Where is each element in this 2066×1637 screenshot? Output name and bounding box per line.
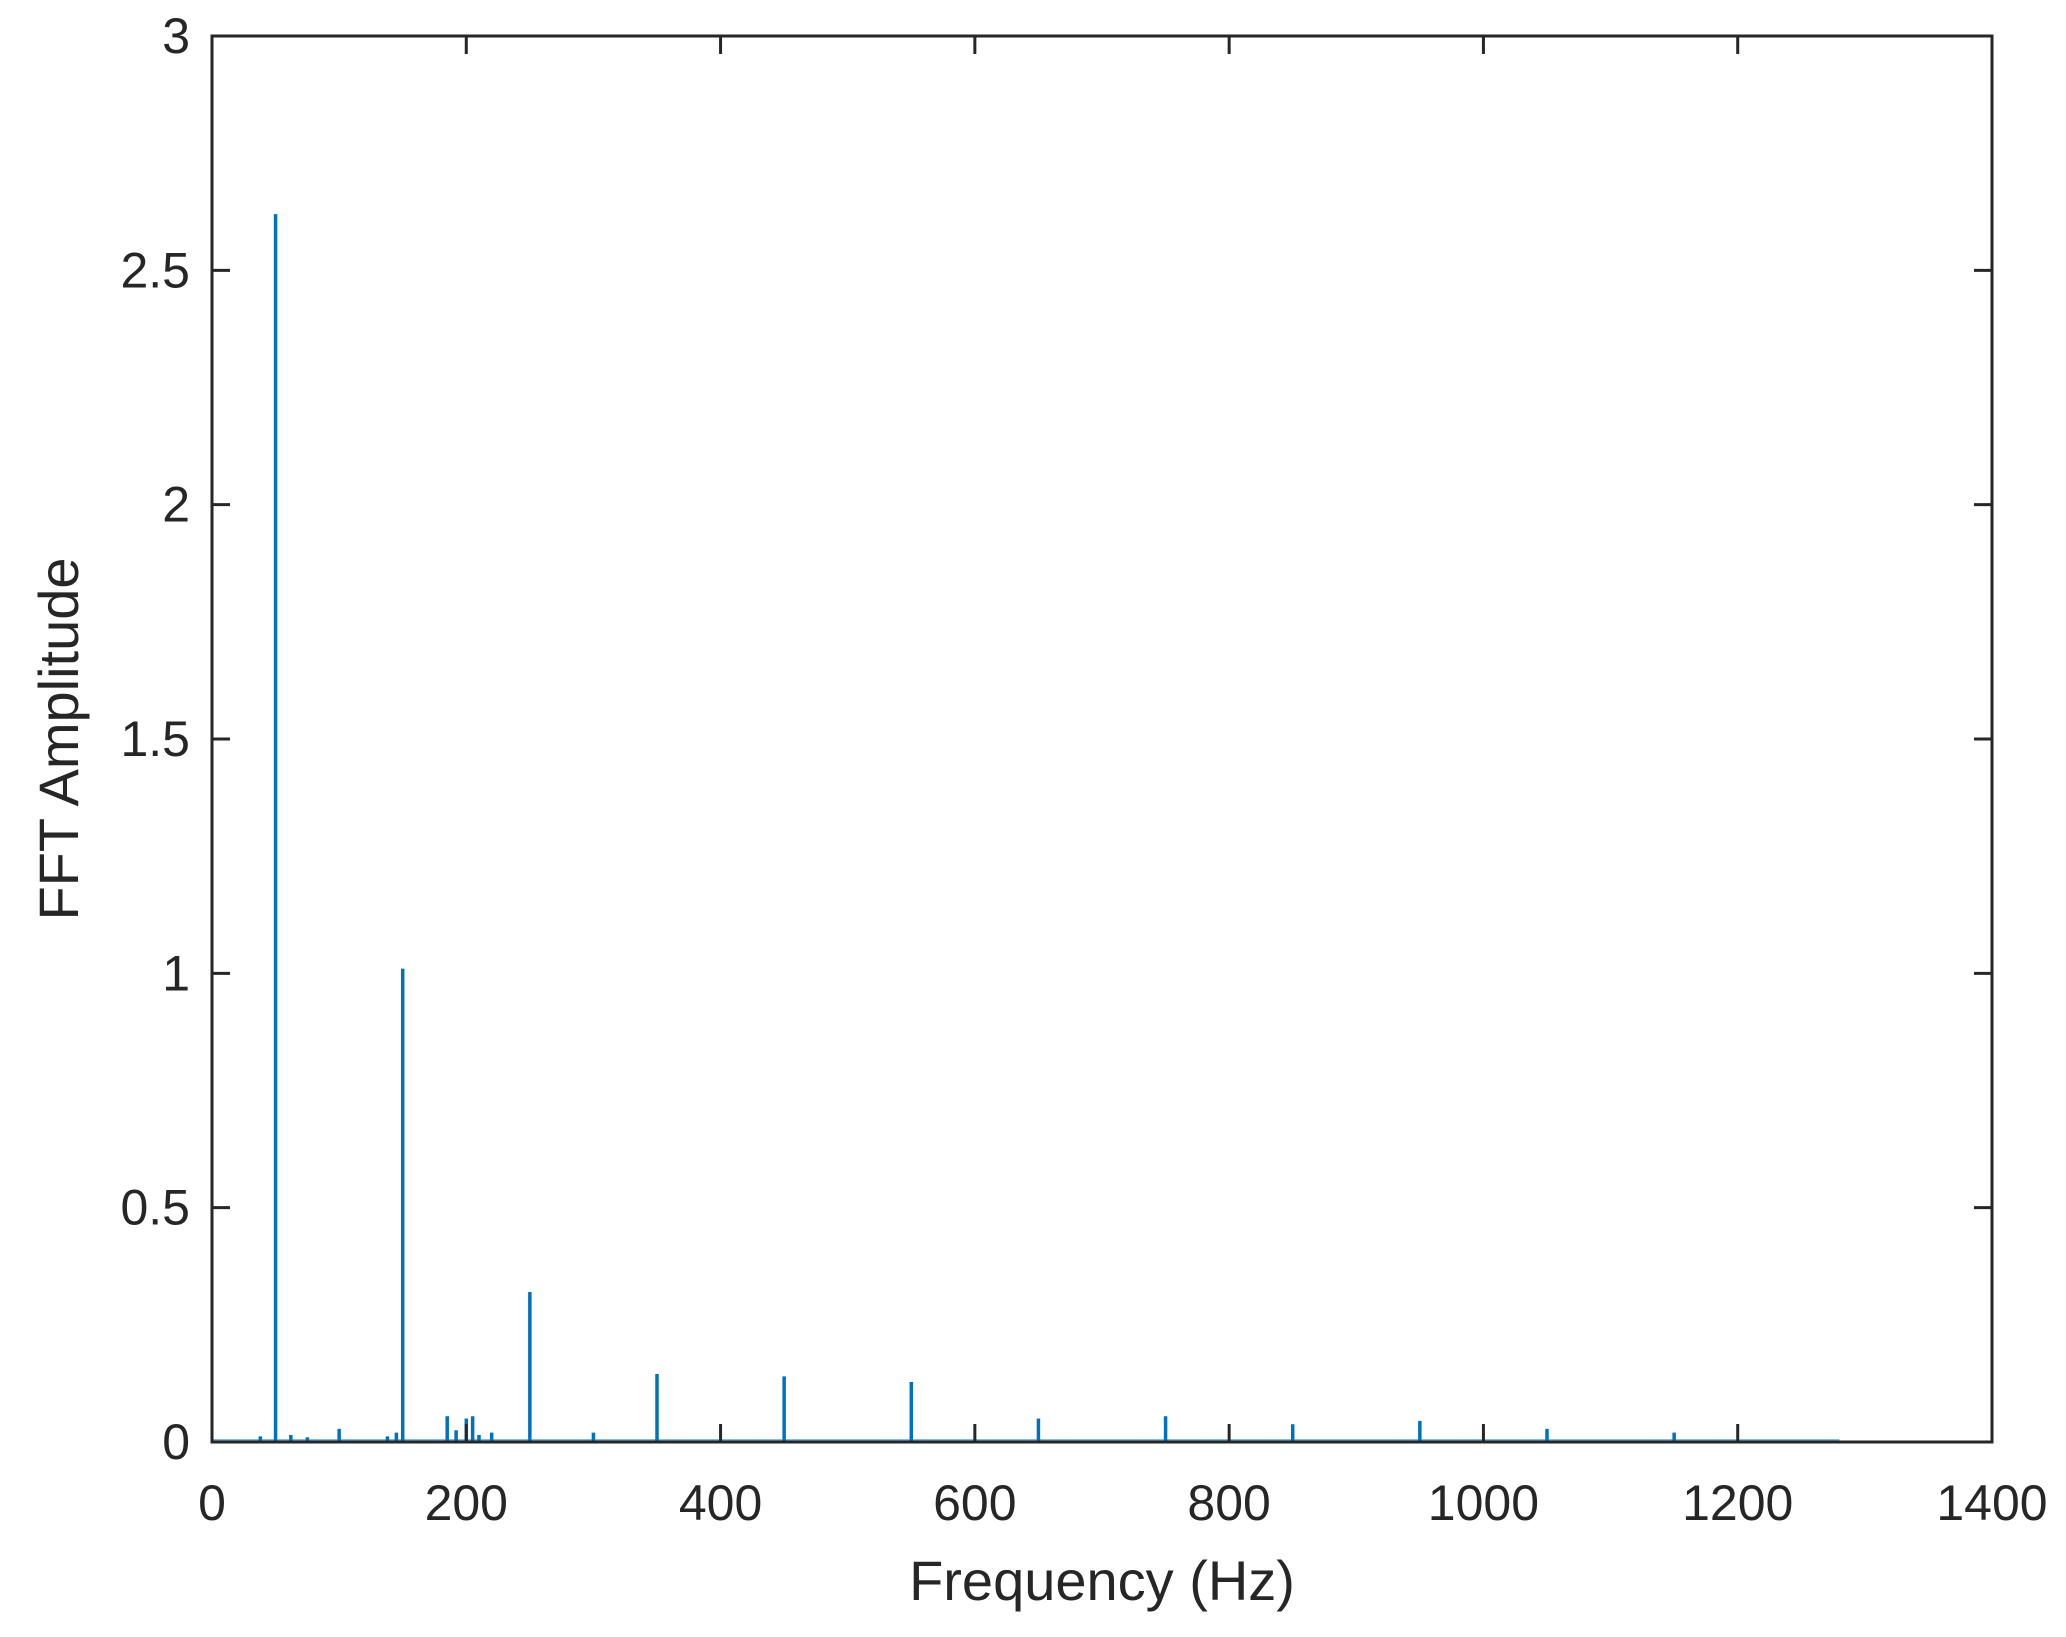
x-tick-label: 200 bbox=[425, 1475, 508, 1531]
y-tick-label: 1.5 bbox=[120, 711, 190, 767]
y-axis-title: FFT Amplitude bbox=[27, 557, 90, 920]
y-tick-label: 2 bbox=[162, 477, 190, 533]
x-tick-label: 0 bbox=[198, 1475, 226, 1531]
y-tick-label: 3 bbox=[162, 8, 190, 64]
plot-area bbox=[212, 36, 1992, 1442]
y-tick-label: 1 bbox=[162, 945, 190, 1001]
y-tick-label: 0 bbox=[162, 1414, 190, 1470]
x-axis: 0 200 400 600 800 1000 1200 1400 bbox=[198, 36, 2048, 1531]
x-tick-label: 1200 bbox=[1682, 1475, 1793, 1531]
x-axis-title: Frequency (Hz) bbox=[909, 1549, 1295, 1612]
y-tick-label: 0.5 bbox=[120, 1180, 190, 1236]
x-tick-label: 400 bbox=[679, 1475, 762, 1531]
y-tick-label: 2.5 bbox=[120, 242, 190, 298]
x-tick-label: 1400 bbox=[1936, 1475, 2047, 1531]
x-tick-label: 1000 bbox=[1428, 1475, 1539, 1531]
y-axis: 0 0.5 1 1.5 2 2.5 3 bbox=[120, 8, 1992, 1470]
x-tick-label: 600 bbox=[933, 1475, 1016, 1531]
x-tick-label: 800 bbox=[1187, 1475, 1270, 1531]
